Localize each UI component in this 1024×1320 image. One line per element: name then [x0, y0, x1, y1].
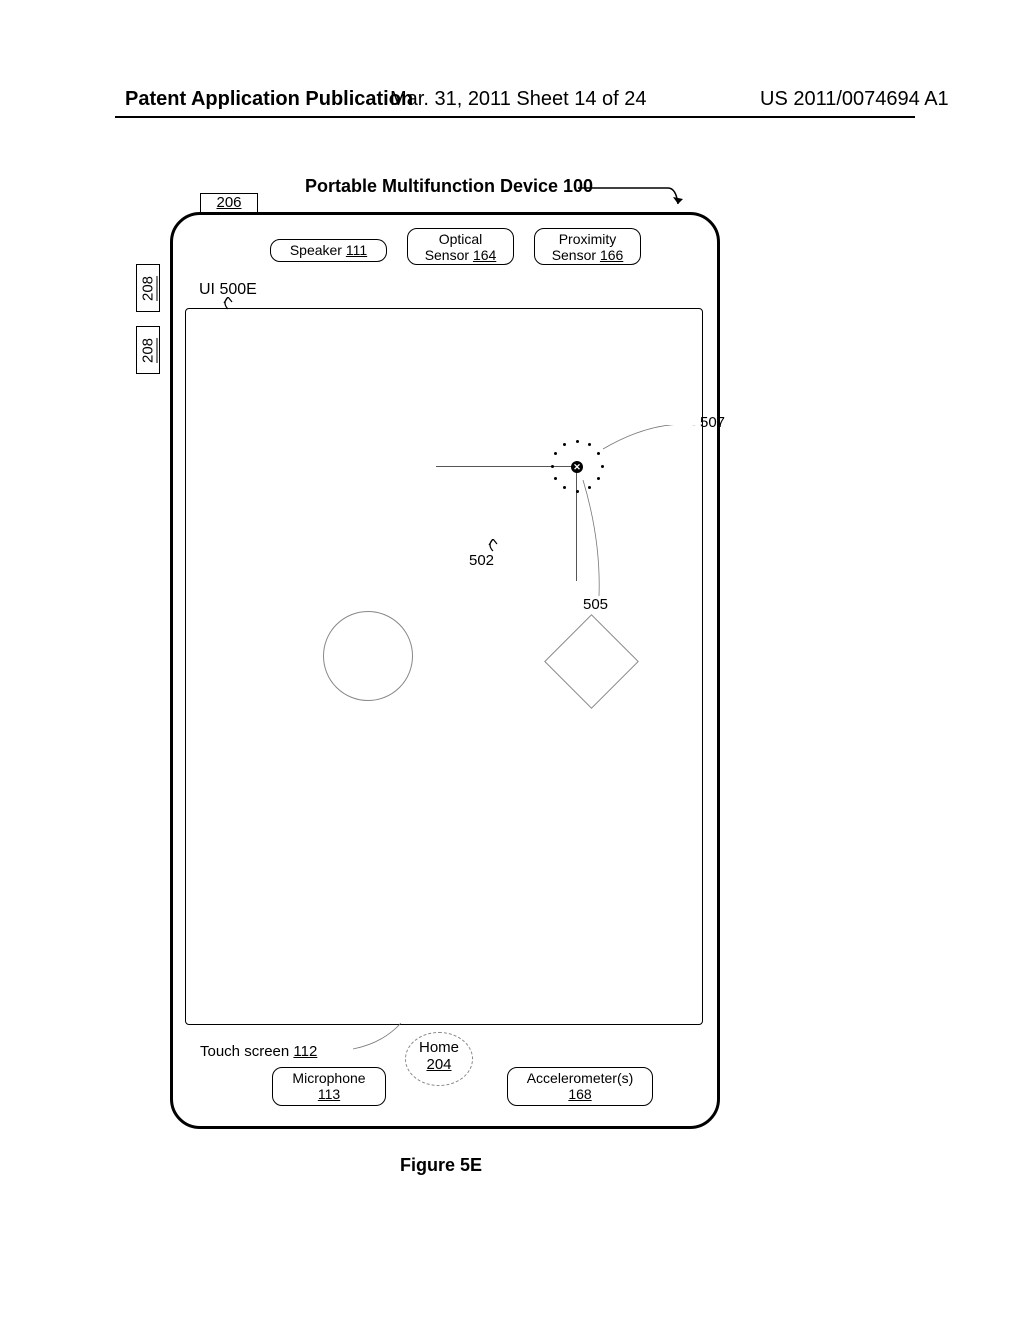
- header-rule: [115, 116, 915, 118]
- lead-507-line: [603, 425, 698, 455]
- touchscreen-lead-line: [353, 1023, 403, 1053]
- optical-line1: Optical: [439, 231, 483, 247]
- figure-title: Portable Multifunction Device 100: [305, 176, 593, 197]
- touch-point-icon: ✕: [571, 461, 583, 473]
- microphone-box: Microphone 113: [272, 1067, 386, 1106]
- speaker-box: Speaker 111: [270, 239, 387, 262]
- ref-505-label: 505: [583, 596, 608, 613]
- speaker-num: 111: [346, 242, 367, 258]
- header-left: Patent Application Publication: [125, 88, 413, 111]
- prox-line1: Proximity: [559, 231, 617, 247]
- home-button[interactable]: Home 204: [405, 1032, 473, 1086]
- header-right: US 2011/0074694 A1: [760, 88, 949, 111]
- home-label: Home: [419, 1039, 459, 1056]
- prox-line2: Sensor: [552, 247, 600, 263]
- figure-caption: Figure 5E: [400, 1155, 482, 1176]
- circle-shape: [323, 611, 413, 701]
- speaker-label: Speaker: [290, 242, 346, 258]
- proximity-sensor-box: Proximity Sensor 166: [534, 228, 641, 265]
- touchscreen-num: 112: [293, 1043, 317, 1060]
- optical-line2: Sensor: [425, 247, 473, 263]
- touchscreen-label: Touch screen 112: [200, 1043, 317, 1060]
- prox-num: 166: [600, 247, 623, 263]
- lead-505-line: [581, 480, 621, 600]
- ref-507-label: 507: [700, 414, 725, 431]
- patent-page: Patent Application Publication Mar. 31, …: [0, 0, 1024, 1320]
- accel-num: 168: [568, 1086, 591, 1102]
- mic-label: Microphone: [292, 1070, 365, 1086]
- optical-num: 164: [473, 247, 496, 263]
- ref-206-box: 206: [200, 193, 258, 214]
- header-center: Mar. 31, 2011 Sheet 14 of 24: [390, 88, 646, 111]
- ref-502-label: 502: [469, 552, 494, 569]
- optical-sensor-box: Optical Sensor 164: [407, 228, 514, 265]
- mic-num: 113: [318, 1086, 340, 1102]
- ref-208-box-a: 208: [136, 264, 160, 312]
- ref-208-box-b: 208: [136, 326, 160, 374]
- home-num: 204: [426, 1056, 451, 1073]
- accel-label: Accelerometer(s): [527, 1070, 634, 1086]
- accelerometer-box: Accelerometer(s) 168: [507, 1067, 653, 1106]
